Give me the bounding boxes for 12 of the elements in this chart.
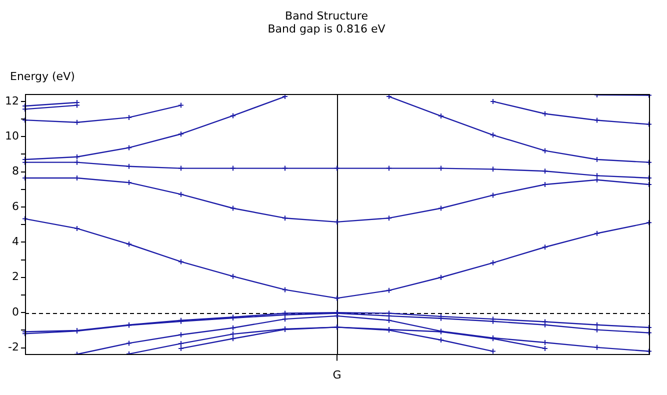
y-tick-label: 2 [12, 270, 19, 284]
y-tick-label: 10 [5, 129, 19, 142]
chart-title: Band Structure [285, 9, 368, 22]
y-tick-label: 0 [12, 305, 19, 318]
y-tick-label: 12 [5, 94, 19, 108]
y-tick-label: 4 [12, 235, 19, 248]
x-tick-label: G [332, 368, 342, 382]
y-tick-label: 8 [12, 164, 19, 178]
y-tick-label: -2 [8, 340, 19, 354]
chart-subtitle: Band gap is 0.816 eV [268, 22, 386, 36]
y-tick-label: 6 [12, 200, 19, 213]
y-axis-title: Energy (eV) [10, 70, 75, 83]
